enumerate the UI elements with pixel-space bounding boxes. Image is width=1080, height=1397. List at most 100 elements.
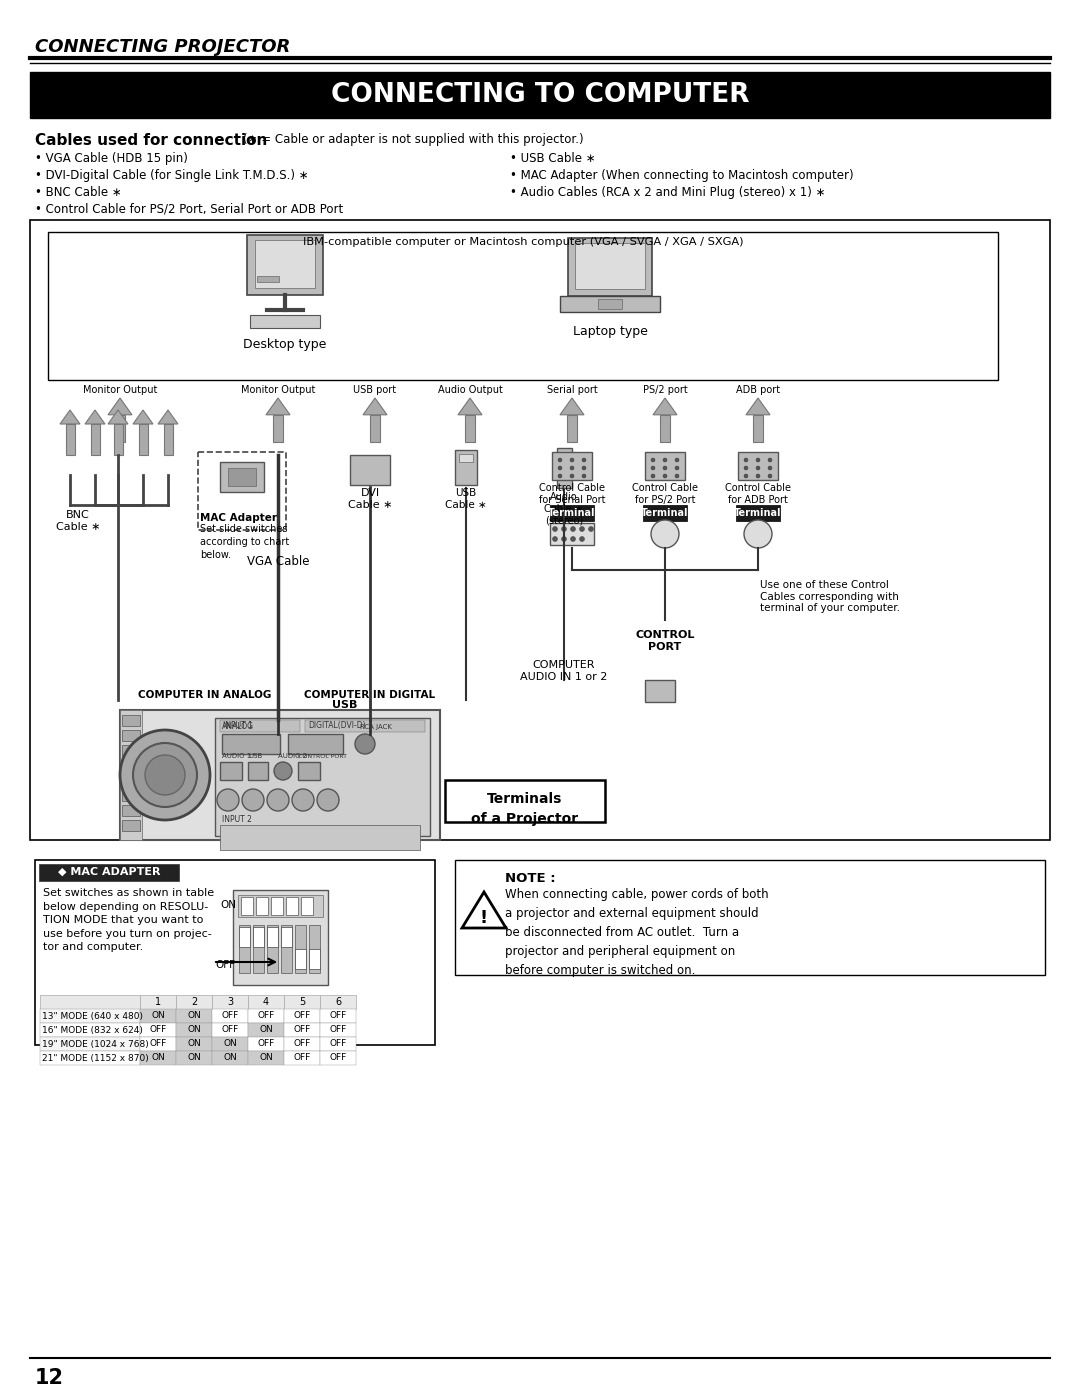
Bar bbox=[113, 425, 122, 455]
Text: (∗ = Cable or adapter is not supplied with this projector.): (∗ = Cable or adapter is not supplied wi… bbox=[243, 133, 583, 147]
Circle shape bbox=[744, 467, 748, 469]
Bar bbox=[91, 425, 99, 455]
Circle shape bbox=[558, 474, 562, 478]
Bar bbox=[459, 454, 473, 462]
Bar bbox=[140, 1051, 176, 1065]
Bar bbox=[122, 731, 140, 740]
Circle shape bbox=[553, 536, 557, 542]
Bar bbox=[122, 745, 140, 756]
Bar bbox=[464, 415, 475, 441]
Bar bbox=[295, 949, 306, 970]
Bar bbox=[753, 415, 764, 441]
Circle shape bbox=[651, 467, 654, 469]
Bar bbox=[643, 504, 687, 521]
Text: Control Cable
for ADB Port: Control Cable for ADB Port bbox=[725, 483, 791, 504]
Text: CONNECTING PROJECTOR: CONNECTING PROJECTOR bbox=[35, 38, 291, 56]
Text: ON: ON bbox=[224, 1039, 237, 1049]
Bar bbox=[120, 710, 141, 840]
Polygon shape bbox=[108, 398, 132, 415]
Bar bbox=[284, 1023, 320, 1037]
Text: INPUT 1: INPUT 1 bbox=[222, 721, 253, 731]
Circle shape bbox=[756, 458, 760, 462]
Text: • VGA Cable (HDB 15 pin): • VGA Cable (HDB 15 pin) bbox=[35, 152, 188, 165]
Circle shape bbox=[570, 474, 573, 478]
Bar bbox=[40, 1023, 140, 1037]
Bar bbox=[228, 468, 256, 486]
Text: OFF: OFF bbox=[149, 1039, 166, 1049]
Polygon shape bbox=[458, 398, 482, 415]
Circle shape bbox=[558, 467, 562, 469]
Circle shape bbox=[663, 474, 667, 478]
Bar bbox=[239, 928, 249, 947]
Bar bbox=[220, 826, 420, 849]
Bar bbox=[140, 995, 176, 1009]
Text: DIGITAL(DVI-D): DIGITAL(DVI-D) bbox=[308, 721, 366, 731]
Bar bbox=[305, 719, 426, 732]
Bar bbox=[40, 995, 140, 1009]
Text: USB: USB bbox=[248, 753, 262, 759]
Polygon shape bbox=[653, 398, 677, 415]
Text: RCA JACK: RCA JACK bbox=[360, 724, 392, 731]
Bar bbox=[455, 861, 1045, 975]
Bar bbox=[248, 1037, 284, 1051]
Text: • MAC Adapter (When connecting to Macintosh computer): • MAC Adapter (When connecting to Macint… bbox=[510, 169, 853, 182]
Text: ON: ON bbox=[220, 900, 237, 909]
Text: Audio Output: Audio Output bbox=[437, 386, 502, 395]
Circle shape bbox=[558, 458, 562, 462]
Circle shape bbox=[570, 458, 573, 462]
Circle shape bbox=[580, 536, 584, 542]
Text: ON: ON bbox=[224, 1053, 237, 1063]
Bar bbox=[30, 73, 1050, 117]
Circle shape bbox=[562, 536, 567, 542]
Polygon shape bbox=[462, 893, 507, 928]
Bar bbox=[253, 925, 264, 972]
Bar bbox=[255, 240, 315, 288]
Polygon shape bbox=[363, 398, 387, 415]
Text: ON: ON bbox=[187, 1053, 201, 1063]
Bar bbox=[267, 928, 278, 947]
Bar bbox=[298, 761, 320, 780]
Bar bbox=[284, 995, 320, 1009]
Bar bbox=[598, 299, 622, 309]
Bar bbox=[272, 415, 283, 441]
Text: OFF: OFF bbox=[294, 1039, 311, 1049]
Text: OFF: OFF bbox=[221, 1025, 239, 1035]
Text: Use one of these Control
Cables corresponding with
terminal of your computer.: Use one of these Control Cables correspo… bbox=[760, 580, 900, 613]
Bar bbox=[271, 897, 283, 915]
Text: OFF: OFF bbox=[329, 1053, 347, 1063]
Circle shape bbox=[663, 458, 667, 462]
Polygon shape bbox=[746, 398, 770, 415]
Polygon shape bbox=[561, 398, 584, 415]
Circle shape bbox=[582, 467, 586, 469]
Text: OFF: OFF bbox=[149, 1025, 166, 1035]
Bar bbox=[284, 1037, 320, 1051]
Circle shape bbox=[768, 467, 772, 469]
Text: COMPUTER IN DIGITAL: COMPUTER IN DIGITAL bbox=[305, 690, 435, 700]
Bar bbox=[212, 1009, 248, 1023]
Polygon shape bbox=[133, 409, 153, 425]
Circle shape bbox=[756, 474, 760, 478]
Text: Terminals
of a Projector: Terminals of a Projector bbox=[472, 792, 579, 826]
Bar bbox=[176, 1051, 212, 1065]
Text: !: ! bbox=[480, 909, 488, 928]
Bar bbox=[248, 761, 268, 780]
Bar bbox=[281, 928, 292, 947]
Text: Terminal: Terminal bbox=[642, 509, 689, 518]
Bar bbox=[557, 448, 572, 488]
Circle shape bbox=[292, 789, 314, 812]
Bar bbox=[241, 897, 253, 915]
Bar bbox=[40, 1051, 140, 1065]
Text: 13" MODE (640 x 480): 13" MODE (640 x 480) bbox=[42, 1011, 143, 1020]
Text: Terminal: Terminal bbox=[734, 509, 782, 518]
Bar bbox=[253, 928, 264, 947]
Text: OFF: OFF bbox=[294, 1053, 311, 1063]
Text: ON: ON bbox=[151, 1011, 165, 1020]
Text: 21" MODE (1152 x 870): 21" MODE (1152 x 870) bbox=[42, 1053, 149, 1063]
Circle shape bbox=[675, 474, 679, 478]
Text: BNC
Cable ∗: BNC Cable ∗ bbox=[56, 510, 100, 532]
Text: CONTROL PORT: CONTROL PORT bbox=[298, 754, 347, 759]
Text: • Audio Cables (RCA x 2 and Mini Plug (stereo) x 1) ∗: • Audio Cables (RCA x 2 and Mini Plug (s… bbox=[510, 186, 825, 198]
Bar bbox=[222, 733, 280, 754]
Circle shape bbox=[274, 761, 292, 780]
Bar bbox=[122, 760, 140, 771]
